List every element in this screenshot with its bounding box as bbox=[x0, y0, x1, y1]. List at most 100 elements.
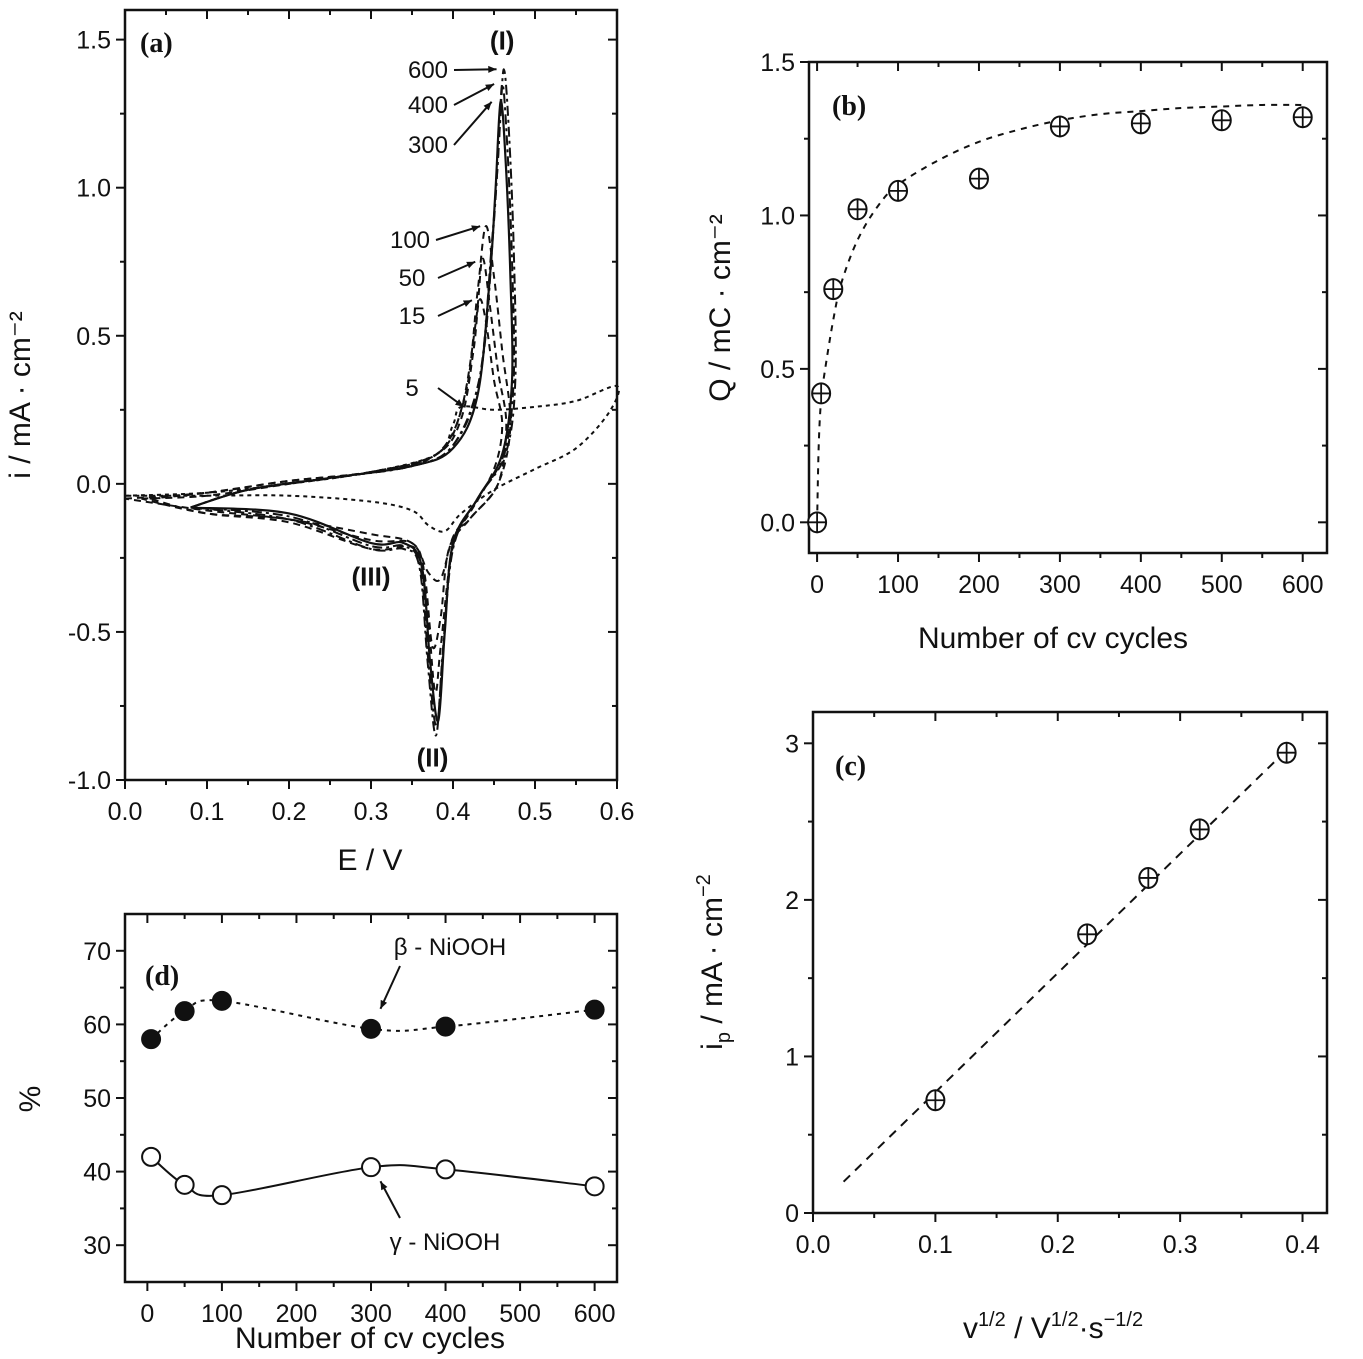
cycle-count-label: 5 bbox=[405, 375, 418, 402]
charge-data-point bbox=[1049, 115, 1070, 138]
cv-curve-600-cycles bbox=[190, 68, 517, 737]
y-tick-label: 30 bbox=[83, 1232, 111, 1260]
peak-current-data-point bbox=[1276, 741, 1297, 764]
superscript: 1/2 bbox=[978, 1309, 1006, 1331]
y-tick-label: 0.5 bbox=[76, 323, 111, 351]
y-tick-label: 2 bbox=[785, 887, 799, 915]
x-tick-label: 100 bbox=[201, 1300, 243, 1328]
x-tick-label: 0.0 bbox=[796, 1231, 831, 1259]
superscript: −1/2 bbox=[1104, 1309, 1143, 1331]
arrow-head bbox=[455, 399, 464, 407]
x-tick-label: 500 bbox=[1201, 571, 1243, 599]
cv-curve-15-cycles bbox=[124, 298, 504, 583]
x-tick-label: 500 bbox=[499, 1300, 541, 1328]
charge-data-point bbox=[847, 198, 868, 221]
x-tick-label: 0.2 bbox=[272, 798, 307, 826]
cycle-count-label: 400 bbox=[408, 92, 448, 119]
charge-data-point bbox=[823, 278, 844, 301]
x-tick-label: 600 bbox=[1282, 571, 1324, 599]
x-tick-label: 0.0 bbox=[108, 798, 143, 826]
x-tick-label: 0.4 bbox=[436, 798, 471, 826]
x-tick-label: 0 bbox=[810, 571, 824, 599]
gamma-data-point bbox=[211, 1185, 232, 1206]
y-tick-label: 0.0 bbox=[760, 509, 795, 537]
arrow-head bbox=[380, 1181, 388, 1191]
peak-current-data-point bbox=[925, 1089, 946, 1112]
cycle-count-label: 300 bbox=[408, 132, 448, 159]
gamma-data-point bbox=[174, 1174, 195, 1195]
cycle-annotation-arrow bbox=[453, 101, 493, 146]
linear-fit-line bbox=[842, 745, 1291, 1183]
x-title-part: v bbox=[963, 1312, 978, 1345]
y-tick-label: 3 bbox=[785, 730, 799, 758]
x-axis-title: Number of cv cycles bbox=[235, 1322, 505, 1355]
y-tick-label: 1.0 bbox=[76, 175, 111, 203]
y-tick-label: 0.5 bbox=[760, 356, 795, 384]
beta-data-point bbox=[141, 1029, 162, 1050]
plot-frame bbox=[123, 8, 619, 782]
y-tick-label: 1.5 bbox=[76, 27, 111, 55]
beta-data-point bbox=[584, 999, 605, 1020]
gamma-data-point bbox=[435, 1159, 456, 1180]
cv-curve-300-cycles bbox=[190, 100, 514, 722]
peak-label: (II) bbox=[417, 742, 449, 772]
x-tick-label: 0.1 bbox=[918, 1231, 953, 1259]
plot-frame bbox=[807, 60, 1329, 555]
arrow-head bbox=[483, 101, 492, 111]
gamma-label: γ - NiOOH bbox=[390, 1229, 501, 1256]
y-tick-label: 50 bbox=[83, 1085, 111, 1113]
beta-data-point bbox=[435, 1016, 456, 1037]
panel-label: (d) bbox=[145, 961, 179, 992]
charge-data-point bbox=[807, 511, 828, 534]
fit-curve bbox=[816, 103, 1303, 523]
y-axis-title: Q / mC · cm⁻² bbox=[704, 214, 737, 401]
charge-data-point bbox=[888, 179, 909, 202]
peak-label: (III) bbox=[352, 562, 391, 592]
y-tick-label: 0 bbox=[785, 1200, 799, 1228]
x-axis-title: Number of cv cycles bbox=[918, 622, 1188, 655]
cycle-count-label: 100 bbox=[390, 227, 430, 254]
x-tick-label: 0.2 bbox=[1040, 1231, 1075, 1259]
arrow-head bbox=[380, 999, 388, 1009]
x-tick-label: 0.1 bbox=[190, 798, 225, 826]
y-tick-label: 1.5 bbox=[760, 49, 795, 77]
superscript: 1/2 bbox=[1051, 1309, 1079, 1331]
beta-data-point bbox=[174, 1001, 195, 1022]
y-axis-title: % bbox=[14, 1086, 47, 1113]
x-tick-label: 600 bbox=[574, 1300, 616, 1328]
arrow-head bbox=[488, 65, 497, 73]
charge-data-point bbox=[1292, 106, 1313, 129]
y-tick-label: -1.0 bbox=[68, 767, 111, 795]
x-tick-label: 200 bbox=[958, 571, 1000, 599]
series-line-beta bbox=[150, 999, 595, 1040]
panel-label: (a) bbox=[140, 28, 173, 59]
beta-data-point bbox=[211, 990, 232, 1011]
y-title-part: / mA · cm bbox=[696, 897, 729, 1032]
x-tick-label: 400 bbox=[425, 1300, 467, 1328]
charge-data-point bbox=[1211, 109, 1232, 132]
y-tick-label: -0.5 bbox=[68, 619, 111, 647]
gamma-data-point bbox=[141, 1146, 162, 1167]
y-axis-title: ip / mA · cm−2 bbox=[693, 874, 735, 1050]
y-axis-title: i / mA · cm⁻² bbox=[4, 311, 37, 479]
peak-current-data-point bbox=[1189, 818, 1210, 841]
x-title-part: / V bbox=[1006, 1312, 1051, 1345]
arrow-head bbox=[466, 261, 476, 269]
charge-data-point bbox=[811, 382, 832, 405]
x-tick-label: 100 bbox=[877, 571, 919, 599]
y-title-part: i bbox=[696, 1043, 729, 1050]
cv-curve-100-cycles bbox=[149, 225, 512, 694]
gamma-data-point bbox=[361, 1157, 381, 1178]
x-tick-label: 0.4 bbox=[1285, 1231, 1320, 1259]
beta-label: β - NiOOH bbox=[394, 934, 506, 961]
x-tick-label: 0.3 bbox=[1163, 1231, 1198, 1259]
y-tick-label: 60 bbox=[83, 1011, 111, 1039]
x-axis-title: E / V bbox=[337, 844, 402, 877]
y-tick-label: 40 bbox=[83, 1159, 111, 1187]
y-tick-label: 1 bbox=[785, 1043, 799, 1071]
plot-frame bbox=[811, 710, 1329, 1215]
charge-data-point bbox=[968, 167, 989, 190]
x-tick-label: 0.3 bbox=[354, 798, 389, 826]
